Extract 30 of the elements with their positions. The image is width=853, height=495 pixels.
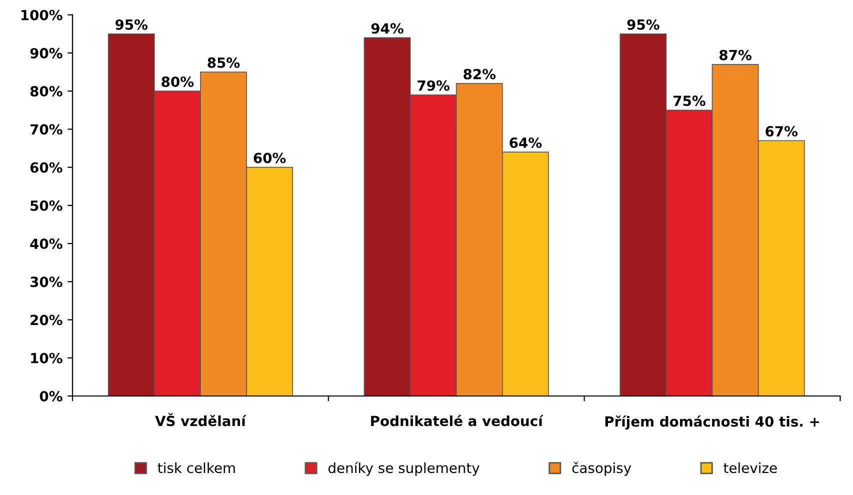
- legend-label: televize: [724, 462, 777, 474]
- legend-label: časopisy: [572, 462, 632, 476]
- y-tick-label: 30%: [30, 276, 62, 288]
- y-tick-label: 0%: [40, 390, 62, 402]
- data-label: 94%: [371, 23, 404, 34]
- data-label: 95%: [115, 19, 148, 30]
- y-tick-label: 60%: [30, 162, 62, 173]
- data-label: 85%: [208, 57, 240, 68]
- legend-label: tisk celkem: [158, 462, 235, 474]
- y-tick-label: 40%: [30, 238, 62, 250]
- data-label: 60%: [254, 152, 286, 164]
- x-tick-label: Příjem domácnosti 40 tis. +: [605, 415, 819, 430]
- y-tick-label: 70%: [30, 124, 62, 135]
- data-label: 87%: [720, 50, 752, 60]
- data-label: 79%: [418, 80, 450, 91]
- data-label: 67%: [766, 126, 798, 137]
- y-tick-label: 100%: [21, 10, 62, 20]
- data-label: 82%: [464, 68, 496, 80]
- y-tick-label: 80%: [30, 86, 62, 97]
- y-tick-label: 90%: [30, 48, 62, 58]
- x-tick-label: VŠ vzdělaní: [155, 413, 246, 426]
- data-label: 64%: [510, 137, 542, 148]
- y-tick-label: 50%: [30, 200, 62, 211]
- data-label: 75%: [674, 96, 706, 106]
- y-tick-label: 20%: [30, 314, 62, 326]
- x-tick-label: Podnikatelé a vedoucí: [371, 414, 544, 426]
- data-label: 80%: [162, 76, 194, 87]
- legend-label: deníky se suplementy: [328, 462, 480, 476]
- y-tick-label: 10%: [31, 352, 62, 364]
- data-label: 95%: [627, 19, 660, 30]
